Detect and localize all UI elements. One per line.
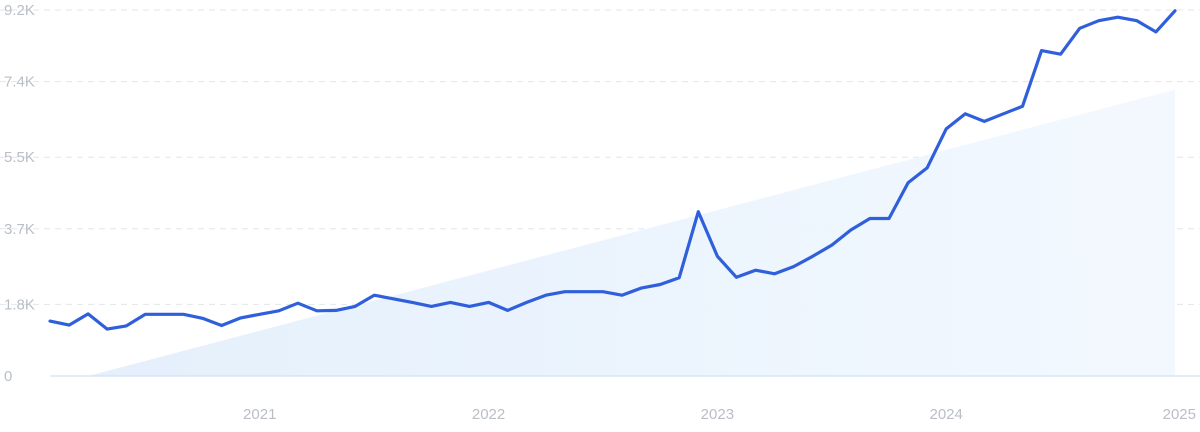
data-point — [695, 209, 701, 215]
data-point — [886, 216, 892, 222]
data-point — [1058, 51, 1064, 57]
data-point — [638, 285, 644, 291]
data-point — [390, 296, 396, 302]
data-point — [981, 118, 987, 124]
data-point — [276, 308, 282, 314]
data-point — [1172, 8, 1178, 14]
y-tick-label: 0 — [4, 368, 12, 385]
y-tick-label: 3.7K — [4, 221, 35, 238]
data-point — [753, 267, 759, 273]
data-point — [1020, 103, 1026, 109]
x-tick-label: 2024 — [929, 406, 962, 423]
data-point — [1134, 18, 1140, 24]
x-tick-label: 2025 — [1163, 406, 1196, 423]
data-point — [524, 299, 530, 305]
data-point — [161, 311, 167, 317]
data-point — [371, 292, 377, 298]
data-point — [867, 216, 873, 222]
data-point — [200, 315, 206, 321]
data-point — [619, 292, 625, 298]
trend-band — [88, 89, 1175, 376]
data-point — [219, 323, 225, 329]
data-point — [47, 318, 53, 324]
data-point — [810, 253, 816, 259]
data-point — [428, 303, 434, 309]
data-point — [409, 299, 415, 305]
y-tick-label: 5.5K — [4, 149, 35, 166]
data-point — [66, 322, 72, 328]
data-point — [714, 253, 720, 259]
data-point — [600, 289, 606, 295]
data-point — [1077, 25, 1083, 31]
data-point — [962, 111, 968, 117]
data-point — [772, 271, 778, 277]
data-point — [581, 289, 587, 295]
data-point — [257, 311, 263, 317]
data-point — [848, 227, 854, 233]
data-point — [123, 323, 129, 329]
data-point — [1153, 29, 1159, 35]
x-tick-label: 2021 — [243, 406, 276, 423]
y-axis-ticks: 0 1.8K 3.7K 5.5K 7.4K 9.2K — [4, 2, 35, 385]
x-axis-ticks: 2021 2022 2023 2024 2025 — [243, 406, 1196, 423]
data-point — [486, 299, 492, 305]
data-point — [295, 300, 301, 306]
data-point — [104, 326, 110, 332]
data-point — [142, 311, 148, 317]
series-line — [48, 9, 1177, 331]
data-point — [181, 311, 187, 317]
data-point — [829, 242, 835, 248]
data-point — [733, 274, 739, 280]
data-point — [314, 308, 320, 314]
data-point — [238, 315, 244, 321]
y-tick-label: 7.4K — [4, 74, 35, 91]
data-point — [1096, 18, 1102, 24]
data-point — [1000, 111, 1006, 117]
y-tick-label: 9.2K — [4, 2, 35, 19]
data-point — [333, 307, 339, 313]
data-point — [352, 303, 358, 309]
data-point — [791, 264, 797, 270]
data-point — [905, 180, 911, 186]
data-point — [924, 165, 930, 171]
data-point — [1039, 48, 1045, 54]
x-tick-label: 2023 — [701, 406, 734, 423]
data-point — [467, 303, 473, 309]
data-point — [85, 311, 91, 317]
data-point — [943, 126, 949, 132]
data-point — [505, 307, 511, 313]
data-point — [543, 292, 549, 298]
data-point — [676, 275, 682, 281]
data-point — [657, 282, 663, 288]
data-point — [1115, 14, 1121, 20]
data-point — [447, 299, 453, 305]
x-tick-label: 2022 — [472, 406, 505, 423]
data-point — [562, 289, 568, 295]
y-tick-label: 1.8K — [4, 296, 35, 313]
